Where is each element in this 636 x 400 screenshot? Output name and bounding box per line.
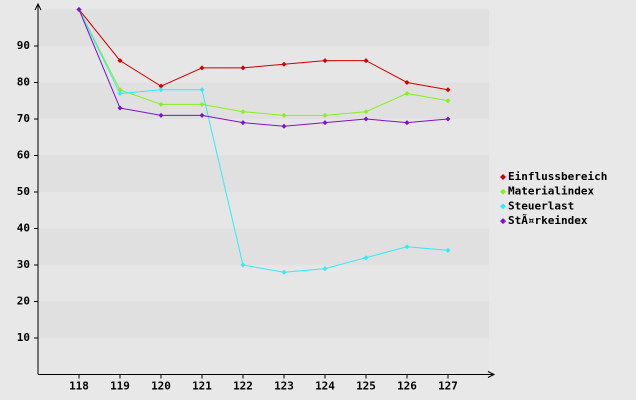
data-point (281, 61, 287, 67)
data-point (281, 123, 287, 129)
data-point (363, 116, 369, 122)
y-tick-label: 20 (17, 295, 30, 308)
y-tick-label: 10 (17, 331, 30, 344)
series-line (78, 9, 449, 273)
x-tick-label: 122 (233, 380, 253, 393)
legend-label: StÃ¤rkeindex (508, 214, 588, 227)
x-tick-label: 125 (356, 380, 376, 393)
grid-band (38, 301, 489, 338)
grid-band (38, 228, 489, 265)
grid-band (38, 82, 489, 119)
data-point (240, 120, 246, 126)
data-point (240, 109, 246, 115)
y-tick-label: 80 (17, 76, 30, 89)
x-axis-arrow (487, 371, 496, 378)
data-point (158, 87, 164, 93)
series-line (78, 9, 449, 116)
data-point (117, 105, 123, 111)
y-tick-label: 40 (17, 222, 30, 235)
data-point (199, 65, 205, 71)
data-point (322, 58, 328, 64)
legend-marker (500, 174, 506, 180)
data-point (445, 247, 451, 253)
x-tick-label: 123 (274, 380, 294, 393)
legend-marker (500, 188, 506, 195)
legend-label: Steuerlast (508, 199, 574, 212)
grid-band (38, 192, 489, 229)
y-tick-label: 30 (17, 258, 30, 271)
data-point (240, 262, 246, 268)
data-point (322, 266, 328, 272)
y-tick-label: 60 (17, 149, 30, 162)
data-point (158, 101, 164, 107)
data-point (281, 269, 287, 275)
data-point (363, 109, 369, 115)
x-tick-label: 119 (110, 380, 130, 393)
data-point (404, 80, 410, 85)
data-point (363, 255, 369, 261)
grid-band (38, 119, 489, 156)
data-point (322, 120, 328, 126)
data-point (158, 83, 164, 89)
series-line (78, 9, 449, 91)
legend-marker (500, 203, 506, 210)
data-point (199, 87, 205, 93)
x-tick-label: 118 (69, 380, 89, 393)
y-tick-label: 90 (17, 39, 30, 52)
data-point (158, 112, 164, 118)
y-axis-arrow (34, 2, 42, 11)
legend-marker (500, 218, 506, 225)
data-point (404, 90, 410, 96)
y-tick-label: 70 (17, 112, 30, 125)
legend-label: Materialindex (508, 185, 594, 198)
data-point (445, 116, 451, 122)
data-point (404, 244, 410, 250)
data-point (445, 98, 451, 104)
legend-label: Einflussbereich (508, 170, 607, 183)
data-point (199, 112, 205, 118)
series-line (78, 9, 449, 127)
data-point (281, 112, 287, 118)
data-point (117, 90, 123, 96)
data-point (76, 7, 82, 12)
grid-band (38, 338, 489, 375)
data-point (404, 120, 410, 126)
x-tick-label: 120 (151, 380, 171, 393)
grid-band (38, 265, 489, 302)
data-point (117, 58, 123, 64)
data-point (240, 65, 246, 71)
x-tick-label: 127 (438, 380, 458, 393)
y-tick-label: 50 (17, 185, 30, 198)
data-point (322, 112, 328, 118)
x-tick-label: 126 (397, 380, 417, 393)
data-point (445, 87, 451, 93)
data-point (199, 101, 205, 107)
grid-band (38, 9, 489, 46)
x-tick-label: 124 (315, 380, 335, 393)
x-tick-label: 121 (192, 380, 212, 393)
data-point (363, 58, 369, 64)
grid-band (38, 155, 489, 192)
